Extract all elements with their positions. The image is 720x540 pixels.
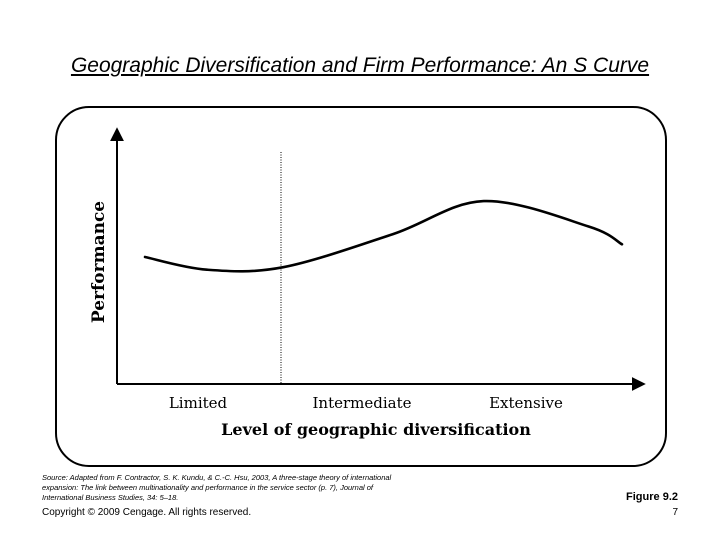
y-axis-label: Performance: [89, 201, 109, 323]
figure-label: Figure 9.2: [626, 491, 678, 503]
slide-title: Geographic Diversification and Firm Perf…: [70, 54, 650, 77]
copyright-notice: Copyright © 2009 Cengage. All rights res…: [42, 507, 252, 518]
x-category-intermediate: Intermediate: [312, 394, 411, 412]
performance-curve: [143, 199, 624, 273]
x-category-limited: Limited: [169, 394, 228, 412]
diagram-frame: [55, 106, 667, 467]
x-category-extensive: Extensive: [489, 394, 563, 412]
source-note: Source: Adapted from F. Contractor, S. K…: [42, 473, 392, 502]
page-number: 7: [672, 507, 678, 518]
x-axis-label: Level of geographic diversification: [221, 420, 531, 439]
